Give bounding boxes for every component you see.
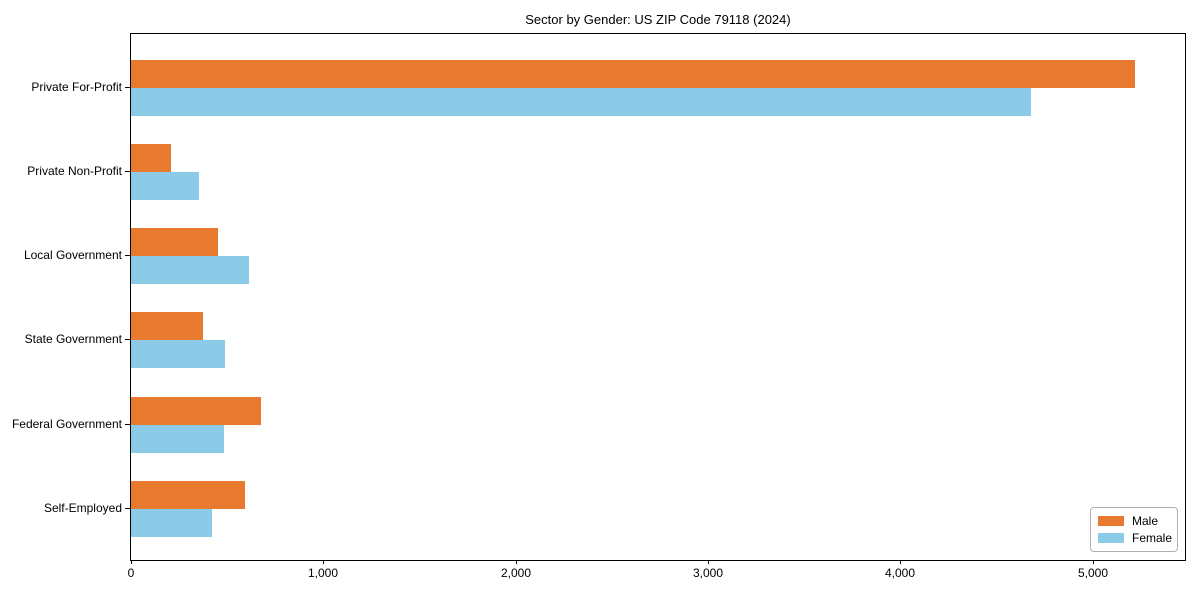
bar-female-local-government (131, 256, 249, 284)
y-axis-label-self-employed: Self-Employed (43, 501, 122, 515)
bar-female-federal-government (131, 424, 224, 453)
y-axis-label-state-government: State Government (24, 332, 122, 346)
x-tick-3000 (708, 560, 709, 564)
y-tick-self-employed (125, 508, 130, 509)
y-axis-label-local-government: Local Government (23, 248, 122, 262)
legend-swatch-male (1098, 515, 1124, 526)
legend-label-female: Female (1132, 530, 1173, 545)
y-tick-private-for-profit (125, 87, 130, 88)
x-tick-2000 (516, 560, 517, 564)
bar-male-self-employed (131, 480, 245, 509)
legend-entry-female: Female (1098, 529, 1177, 546)
bar-female-private-for-profit (131, 87, 1031, 116)
x-tick-0 (131, 560, 132, 564)
x-tick-5000 (1093, 560, 1094, 564)
x-axis-tick-label-2000: 2,000 (500, 566, 532, 580)
x-axis-tick-label-5000: 5,000 (1077, 566, 1109, 580)
chart-title: Sector by Gender: US ZIP Code 79118 (202… (525, 12, 791, 27)
x-axis-tick-label-0: 0 (127, 566, 135, 580)
plot-area (130, 33, 1186, 561)
legend: Male Female (1090, 507, 1178, 552)
x-axis-tick-label-3000: 3,000 (692, 566, 724, 580)
bar-male-state-government (131, 312, 203, 341)
bar-male-private-non-profit (131, 143, 171, 172)
bar-female-state-government (131, 340, 225, 369)
y-tick-state-government (125, 339, 130, 340)
x-tick-4000 (900, 560, 901, 564)
x-tick-1000 (323, 560, 324, 564)
legend-entry-male: Male (1098, 512, 1177, 529)
x-axis-tick-label-4000: 4,000 (884, 566, 916, 580)
legend-swatch-female (1098, 532, 1124, 543)
y-axis-label-private-for-profit: Private For-Profit (31, 80, 122, 94)
bar-male-private-for-profit (131, 59, 1135, 88)
bar-male-local-government (131, 228, 218, 256)
bar-female-self-employed (131, 508, 212, 537)
y-axis-label-federal-government: Federal Government (11, 417, 122, 431)
y-axis-label-private-non-profit: Private Non-Profit (27, 164, 122, 178)
x-axis-tick-label-1000: 1,000 (307, 566, 339, 580)
y-tick-private-non-profit (125, 171, 130, 172)
legend-label-male: Male (1132, 513, 1159, 528)
y-tick-federal-government (125, 424, 130, 425)
y-tick-local-government (125, 255, 130, 256)
bar-female-private-non-profit (131, 171, 199, 200)
bar-male-federal-government (131, 396, 261, 425)
